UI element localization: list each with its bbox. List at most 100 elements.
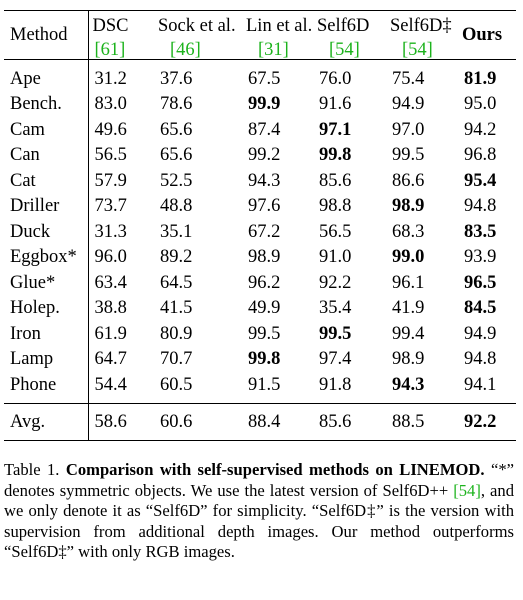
header-dsc: DSC [92,15,129,36]
method-cell: Bench. [4,91,89,117]
value-cell: 48.8 [160,196,193,216]
method-cell: Avg. [4,402,89,440]
method-cell: Glue* [4,270,89,296]
value-cell: 65.6 [160,119,193,140]
value-cell: 94.3 [248,170,281,191]
value-cell: 56.5 [94,145,127,165]
value-cell: 96.0 [94,247,127,267]
table-row: Glue* 63.4 64.5 96.2 92.2 96.1 96.5 [4,270,516,296]
value-cell: 41.5 [160,298,193,318]
method-cell: Ape [4,59,89,92]
best-value: 96.5 [464,272,497,293]
ref-self6d: [54] [329,39,360,60]
value-cell: 93.9 [464,247,497,267]
table-row: Can 56.5 65.6 99.2 99.8 99.5 96.8 [4,142,516,168]
method-cell: Duck [4,219,89,245]
header-ours: Ours [462,24,503,45]
value-cell: 99.5 [313,321,386,347]
value-cell: 65.6 [160,145,193,165]
value-cell: 85.6 [313,402,386,440]
table-row: Phone 54.4 60.5 91.5 91.8 94.3 94.1 [4,372,516,403]
value-cell: 52.5 [160,170,193,191]
best-value: 99.8 [319,145,352,165]
value-cell: 61.9 [94,323,127,344]
value-cell: 68.3 [392,221,425,242]
value-cell: 60.6 [154,402,242,440]
best-value: 81.9 [464,68,497,89]
value-cell: 98.9 [386,194,458,220]
value-cell: 83.0 [94,94,127,114]
value-cell: 73.7 [94,196,127,216]
value-cell: 97.6 [248,196,281,216]
value-cell: 94.1 [464,374,497,395]
table-row: Cam 49.6 65.6 87.4 97.1 97.0 94.2 [4,117,516,143]
value-cell: 91.0 [319,247,352,267]
caption-text-2: , and we only denote it as “Self6D” for … [4,480,514,562]
best-value: 84.5 [464,298,497,318]
method-cell: Can [4,142,89,168]
value-cell: 67.5 [248,68,281,89]
caption-label: Table 1. [4,460,60,479]
value-cell: 80.9 [160,323,193,344]
table-row: Iron 61.9 80.9 99.5 99.5 99.4 94.9 [4,321,516,347]
table-caption: Table 1. Comparison with self-supervised… [4,460,514,563]
value-cell: 38.8 [94,298,127,318]
caption-title: Comparison with self-supervised methods … [65,460,485,479]
value-cell: 81.9 [458,60,516,92]
value-cell: 63.4 [94,272,127,293]
ref-sock: [46] [170,39,201,60]
header-row: Method DSC Sock et al. Lin et al. Self6D… [4,10,516,60]
average-section: Avg. 58.6 60.6 88.4 85.6 88.5 92.2 [4,402,516,440]
value-cell: 96.8 [464,145,497,165]
table-row: Cat 57.9 52.5 94.3 85.6 86.6 95.4 [4,168,516,194]
value-cell: 96.2 [248,272,281,293]
header-self6d: Self6D [317,15,370,36]
value-cell: 56.5 [319,221,352,242]
value-cell: 31.2 [94,68,127,89]
value-cell: 99.5 [392,145,425,165]
value-cell: 35.4 [319,298,352,318]
table-row: Duck 31.3 35.1 67.2 56.5 68.3 83.5 [4,219,516,245]
value-cell: 95.4 [458,168,516,194]
value-cell: 88.5 [386,402,458,440]
value-cell: 57.9 [94,170,127,191]
value-cell: 49.9 [248,298,281,318]
value-cell: 54.4 [94,374,127,395]
caption-text-1: “*” denotes symmetric objects. We use th… [4,460,514,500]
value-cell: 91.6 [319,94,352,114]
best-value: 83.5 [464,221,497,242]
value-cell: 60.5 [160,374,193,395]
value-cell: 97.1 [313,117,386,143]
value-cell: 97.0 [392,119,425,140]
value-cell: 85.6 [319,170,352,191]
value-cell: 96.1 [392,272,425,293]
table-row: Driller 73.7 48.8 97.6 98.8 98.9 94.8 [4,193,516,220]
value-cell: 87.4 [248,119,281,140]
table-row: Lamp 64.7 70.7 99.8 97.4 98.9 94.8 [4,346,516,372]
table-row: Eggbox* 96.0 89.2 98.9 91.0 99.0 93.9 [4,244,516,271]
method-cell: Cat [4,168,89,194]
value-cell: 99.4 [392,323,425,344]
header-self6d-depth: Self6D‡ [390,15,452,36]
value-cell: 92.2 [458,402,516,440]
method-cell: Cam [4,117,89,143]
best-value: 99.5 [319,323,352,344]
method-header: Method [4,10,89,60]
header-lin: Lin et al. [246,15,313,36]
value-cell: 95.0 [464,94,497,114]
value-cell: 76.0 [319,68,352,89]
value-cell: 94.8 [464,349,497,369]
value-cell: 86.6 [392,170,425,191]
value-cell: 99.0 [386,245,458,271]
value-cell: 84.5 [458,296,516,322]
value-cell: 67.2 [248,221,281,242]
value-cell: 88.4 [242,402,313,440]
method-cell: Holep. [4,295,89,321]
value-cell: 75.4 [392,68,425,89]
method-cell: Lamp [4,346,89,372]
value-cell: 31.3 [94,221,127,242]
value-cell: 49.6 [94,119,127,140]
value-cell: 35.1 [160,221,193,242]
value-cell: 37.6 [160,68,193,89]
value-cell: 99.9 [242,92,313,118]
